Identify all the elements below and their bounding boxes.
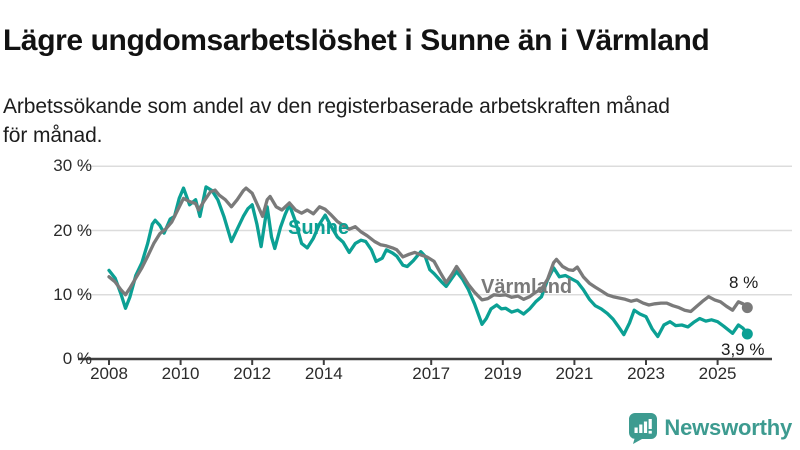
x-axis-label: 2010 (161, 364, 200, 383)
series-line-sunne (107, 185, 749, 339)
y-axis-label: 30 % (53, 156, 92, 176)
x-axis-label: 2019 (483, 364, 522, 383)
y-axis-label: 20 % (53, 220, 92, 240)
newsworthy-logo[interactable]: Newsworthy (629, 412, 792, 444)
chart-title: Lägre ungdomsarbetslöshet i Sunne än i V… (3, 24, 710, 58)
x-axis-label: 2014 (304, 364, 343, 383)
x-axis-label: 2017 (412, 364, 451, 383)
newsworthy-bar-chart-bubble-icon (629, 412, 658, 444)
y-axis-label: 0 % (62, 349, 92, 368)
end-value-label-varmland: 8 % (729, 273, 759, 292)
x-axis-label: 2025 (698, 364, 737, 383)
end-dot-varmland (741, 302, 753, 314)
x-axis-label: 2012 (233, 364, 272, 383)
x-axis-label: 2021 (555, 364, 594, 383)
series-line-varmland (107, 186, 749, 314)
series-label-varmland: Värmland (481, 276, 573, 298)
y-axis-label: 10 % (53, 284, 92, 304)
series-label-sunne: Sunne (288, 217, 350, 239)
end-value-label-sunne: 3,9 % (721, 340, 765, 359)
end-dot-sunne (741, 328, 753, 340)
x-axis-label: 2023 (627, 364, 665, 383)
chart-subtitle: Arbetssökande som andel av den registerb… (3, 95, 670, 147)
x-axis-label: 2008 (90, 364, 128, 383)
newsworthy-logo-text: Newsworthy (664, 415, 792, 440)
